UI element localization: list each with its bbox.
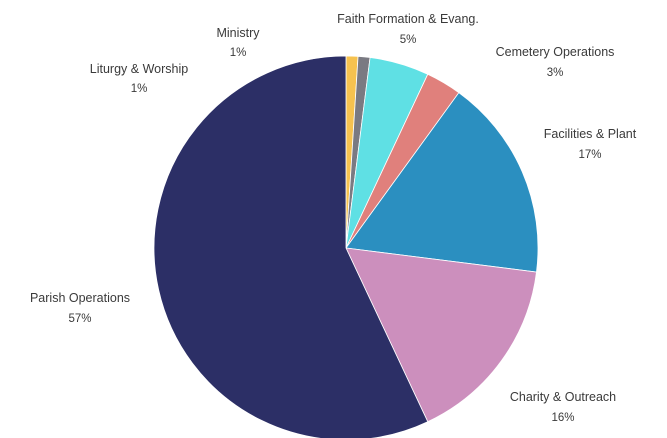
label-liturgy: Liturgy & Worship xyxy=(90,62,188,76)
label-faith: Faith Formation & Evang. xyxy=(337,12,479,26)
label-parish: Parish Operations xyxy=(30,291,130,305)
label-ministry: Ministry xyxy=(216,26,260,40)
pie-slices xyxy=(153,55,539,438)
label-cemetery: Cemetery Operations xyxy=(496,45,615,59)
pct-liturgy: 1% xyxy=(131,83,148,95)
pct-faith: 5% xyxy=(400,34,417,46)
label-charity: Charity & Outreach xyxy=(510,390,616,404)
slice-charity xyxy=(345,247,537,423)
label-facilities: Facilities & Plant xyxy=(544,127,637,141)
pct-facilities: 17% xyxy=(578,149,601,161)
pct-cemetery: 3% xyxy=(547,67,564,79)
pct-charity: 16% xyxy=(551,412,574,424)
slice-facilities xyxy=(345,92,539,273)
pct-parish: 57% xyxy=(68,313,91,325)
pct-ministry: 1% xyxy=(230,47,247,59)
slice-parish xyxy=(153,55,429,438)
